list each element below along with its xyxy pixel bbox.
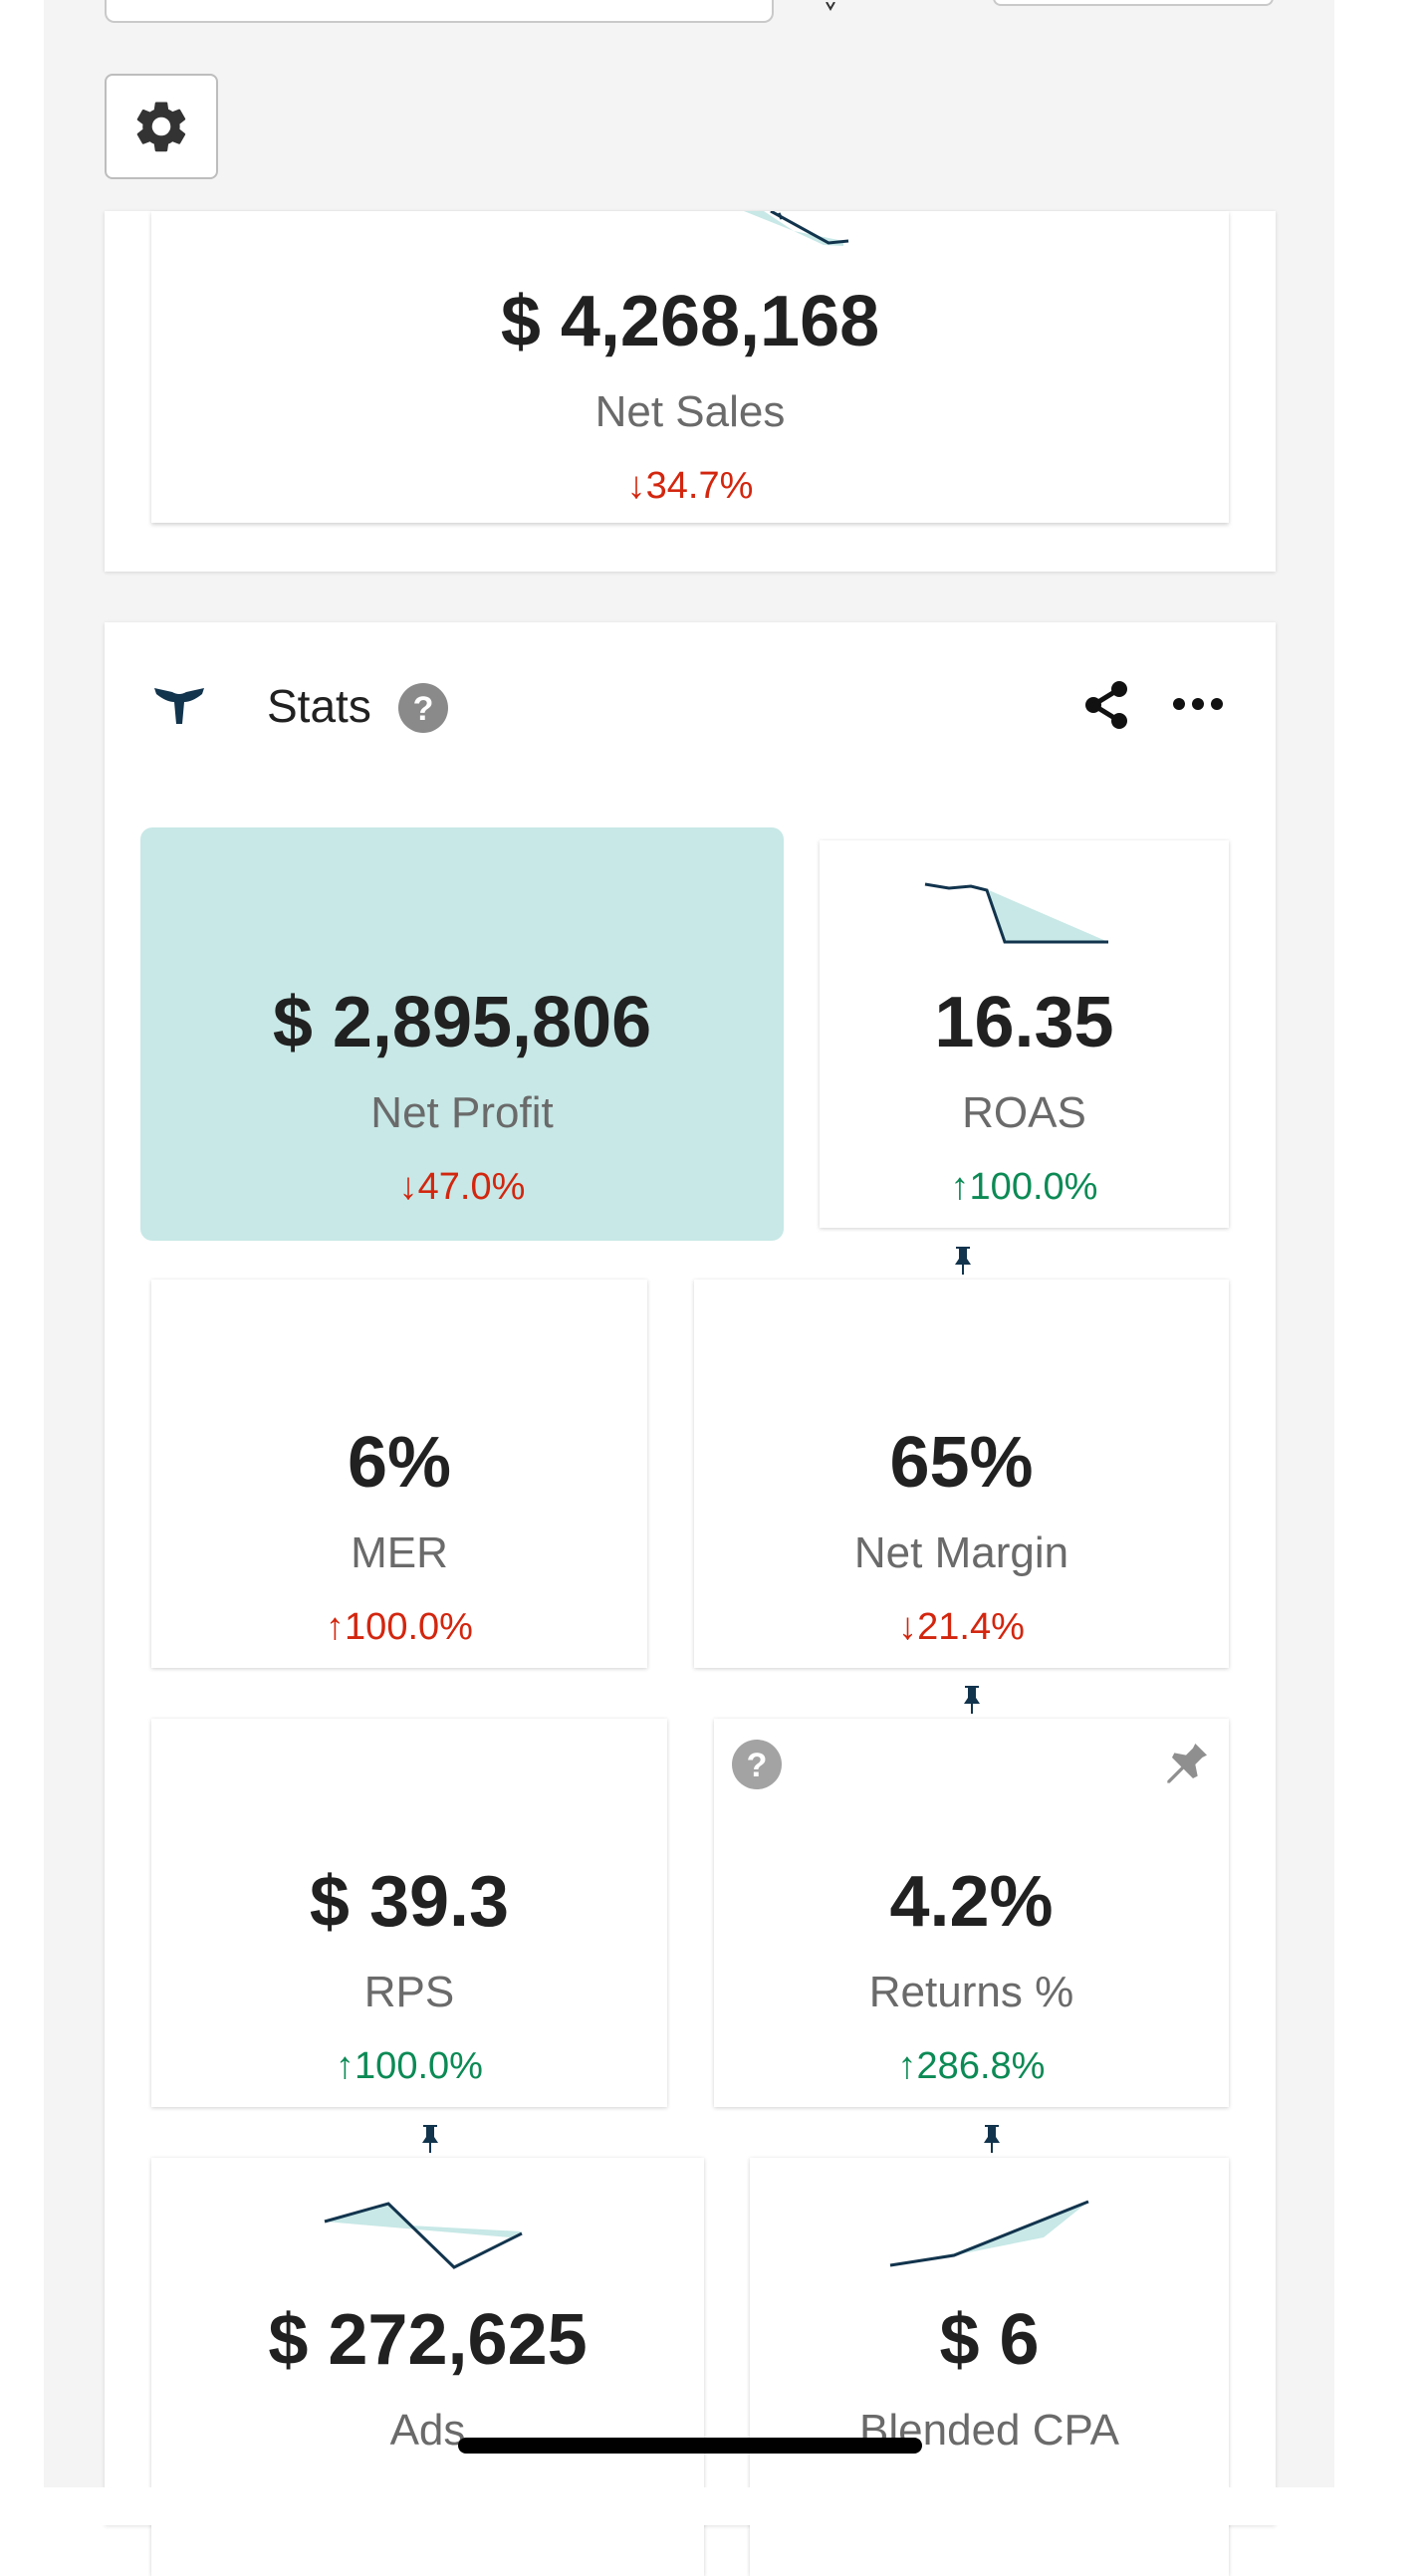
- share-icon[interactable]: [1081, 679, 1133, 731]
- mer-label: MER: [351, 1528, 448, 1577]
- ads-label: Ads: [389, 2406, 466, 2455]
- net-margin-pin-icon[interactable]: [961, 1684, 983, 1716]
- net-sales-sparkline: [744, 211, 849, 246]
- partial-text-glyph: [826, 2, 835, 12]
- net-profit-card[interactable]: $ 2,895,806 Net Profit ↓47.0%: [140, 827, 784, 1241]
- home-indicator[interactable]: [458, 2438, 922, 2454]
- returns-help-icon[interactable]: ?: [731, 1739, 783, 1790]
- blended-cpa-value: $ 6: [939, 2300, 1040, 2380]
- compare-dropdown[interactable]: [993, 0, 1274, 6]
- returns-card[interactable]: ? 4.2% Returns % ↑286.8%: [714, 1719, 1229, 2107]
- settings-button[interactable]: [105, 74, 218, 179]
- rps-delta: ↑100.0%: [336, 2045, 483, 2087]
- help-icon[interactable]: ?: [397, 682, 449, 734]
- net-sales-value: $ 4,268,168: [500, 282, 880, 361]
- roas-sparkline: [924, 882, 1108, 944]
- net-margin-card[interactable]: 65% Net Margin ↓21.4%: [694, 1280, 1229, 1668]
- mer-card[interactable]: 6% MER ↑100.0%: [151, 1280, 647, 1668]
- more-options-icon[interactable]: [1172, 692, 1224, 716]
- returns-delta: ↑286.8%: [897, 2045, 1046, 2087]
- stats-title: Stats: [267, 680, 371, 732]
- svg-text:?: ?: [747, 1747, 768, 1784]
- gear-icon: [136, 102, 186, 152]
- roas-pin-icon[interactable]: [952, 1245, 974, 1277]
- stats-panel: Stats ? $ 2,895,806 Net Profit ↓47.0% 16…: [105, 622, 1276, 2576]
- net-profit-label: Net Profit: [370, 1088, 554, 1137]
- date-range-input[interactable]: [105, 0, 774, 23]
- brand-logo-icon: [154, 688, 204, 724]
- mer-value: 6%: [347, 1423, 452, 1503]
- mer-delta: ↑100.0%: [326, 1606, 473, 1648]
- rps-label: RPS: [363, 1968, 455, 2016]
- svg-text:?: ?: [413, 690, 434, 728]
- net-sales-card[interactable]: $ 4,268,168 Net Sales ↓34.7%: [151, 211, 1229, 523]
- net-margin-value: 65%: [889, 1423, 1034, 1503]
- returns-value: 4.2%: [889, 1862, 1054, 1942]
- roas-card[interactable]: 16.35 ROAS ↑100.0%: [820, 840, 1229, 1228]
- rps-pin-icon[interactable]: [419, 2123, 441, 2155]
- net-margin-label: Net Margin: [853, 1528, 1069, 1577]
- returns-pin-icon[interactable]: [981, 2123, 1003, 2155]
- net-margin-delta: ↓21.4%: [898, 1606, 1025, 1648]
- net-profit-value: $ 2,895,806: [272, 983, 652, 1062]
- bottom-safe-area: [0, 2487, 1420, 2525]
- roas-value: 16.35: [934, 983, 1114, 1062]
- ads-value: $ 272,625: [268, 2300, 588, 2380]
- rps-value: $ 39.3: [309, 1862, 510, 1942]
- net-sales-label: Net Sales: [594, 387, 786, 436]
- rps-card[interactable]: $ 39.3 RPS ↑100.0%: [151, 1719, 667, 2107]
- net-sales-panel: $ 4,268,168 Net Sales ↓34.7%: [105, 211, 1276, 572]
- net-profit-delta: ↓47.0%: [398, 1166, 526, 1208]
- returns-pin-toggle-icon[interactable]: [1158, 1737, 1214, 1792]
- blended-cpa-sparkline: [889, 2200, 1089, 2267]
- roas-delta: ↑100.0%: [950, 1166, 1098, 1208]
- roas-label: ROAS: [962, 1088, 1086, 1137]
- ads-sparkline: [324, 2202, 523, 2269]
- net-sales-delta: ↓34.7%: [626, 465, 754, 507]
- returns-label: Returns %: [868, 1968, 1074, 2016]
